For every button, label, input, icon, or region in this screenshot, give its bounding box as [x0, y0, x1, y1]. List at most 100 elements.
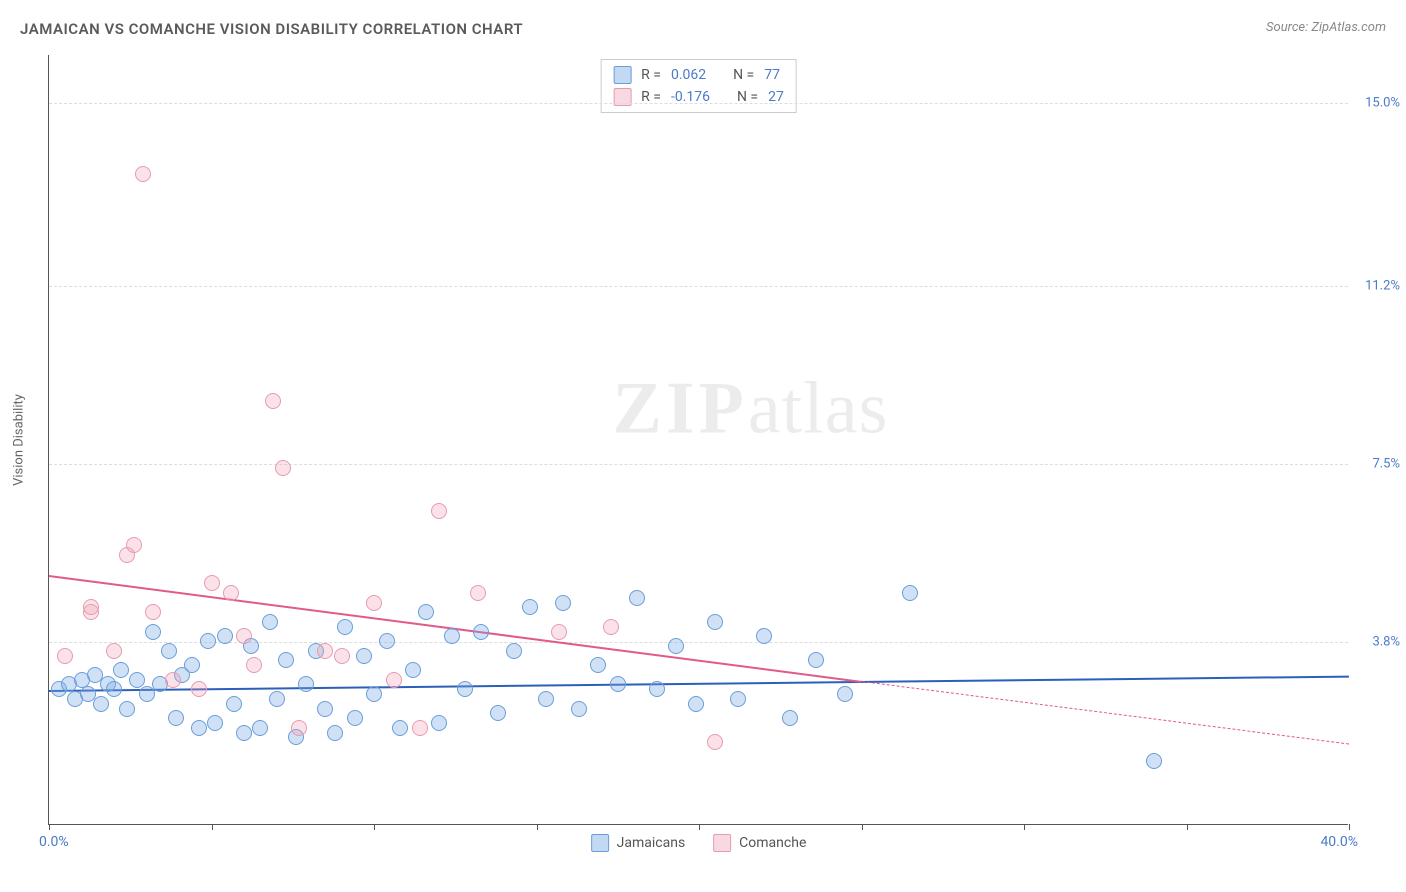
- data-point-jamaicans: [590, 657, 606, 673]
- y-tick-label: 3.8%: [1372, 635, 1400, 650]
- data-point-jamaicans: [145, 624, 161, 640]
- data-point-jamaicans: [226, 696, 242, 712]
- data-point-jamaicans: [418, 604, 434, 620]
- x-tick: [699, 824, 700, 830]
- data-point-comanche: [412, 720, 428, 736]
- data-point-jamaicans: [405, 662, 421, 678]
- data-point-jamaicans: [191, 720, 207, 736]
- data-point-comanche: [431, 503, 447, 519]
- data-point-jamaicans: [184, 657, 200, 673]
- data-point-comanche: [386, 672, 402, 688]
- trend-line: [49, 676, 1349, 692]
- data-point-jamaicans: [629, 590, 645, 606]
- x-tick: [537, 824, 538, 830]
- chart-title: JAMAICAN VS COMANCHE VISION DISABILITY C…: [20, 20, 523, 38]
- data-point-jamaicans: [129, 672, 145, 688]
- data-point-comanche: [246, 657, 262, 673]
- data-point-comanche: [126, 537, 142, 553]
- data-point-jamaicans: [337, 619, 353, 635]
- data-point-comanche: [165, 672, 181, 688]
- data-point-jamaicans: [555, 595, 571, 611]
- data-point-comanche: [145, 604, 161, 620]
- legend-row-comanche: R = -0.176 N = 27: [613, 86, 784, 108]
- data-point-jamaicans: [571, 701, 587, 717]
- data-point-comanche: [334, 648, 350, 664]
- x-axis-min-label: 0.0%: [39, 834, 69, 850]
- data-point-comanche: [603, 619, 619, 635]
- data-point-jamaicans: [473, 624, 489, 640]
- data-point-jamaicans: [207, 715, 223, 731]
- data-point-comanche: [106, 643, 122, 659]
- data-point-jamaicans: [252, 720, 268, 736]
- data-point-jamaicans: [269, 691, 285, 707]
- data-point-jamaicans: [506, 643, 522, 659]
- data-point-jamaicans: [93, 696, 109, 712]
- gridline: [49, 286, 1348, 287]
- trend-line-extrapolated: [861, 681, 1349, 745]
- data-point-jamaicans: [317, 701, 333, 717]
- data-point-jamaicans: [119, 701, 135, 717]
- data-point-jamaicans: [431, 715, 447, 731]
- data-point-jamaicans: [707, 614, 723, 630]
- data-point-jamaicans: [730, 691, 746, 707]
- data-point-jamaicans: [161, 643, 177, 659]
- data-point-comanche: [707, 734, 723, 750]
- watermark-atlas: atlas: [748, 367, 889, 449]
- legend-item-jamaicans: Jamaicans: [591, 834, 686, 852]
- data-point-comanche: [275, 460, 291, 476]
- gridline: [49, 464, 1348, 465]
- source-name: ZipAtlas.com: [1311, 20, 1386, 35]
- data-point-jamaicans: [688, 696, 704, 712]
- data-point-jamaicans: [668, 638, 684, 654]
- data-point-jamaicans: [756, 628, 772, 644]
- data-point-jamaicans: [444, 628, 460, 644]
- x-tick: [49, 824, 50, 830]
- y-tick-label: 11.2%: [1365, 279, 1400, 294]
- data-point-jamaicans: [457, 681, 473, 697]
- data-point-jamaicans: [298, 676, 314, 692]
- data-point-comanche: [291, 720, 307, 736]
- data-point-jamaicans: [200, 633, 216, 649]
- x-tick: [212, 824, 213, 830]
- y-tick-label: 7.5%: [1372, 457, 1400, 472]
- y-tick-label: 15.0%: [1365, 96, 1400, 111]
- data-point-comanche: [57, 648, 73, 664]
- gridline: [49, 103, 1348, 104]
- x-tick: [1187, 824, 1188, 830]
- data-point-comanche: [223, 585, 239, 601]
- data-point-jamaicans: [837, 686, 853, 702]
- data-point-jamaicans: [379, 633, 395, 649]
- data-point-jamaicans: [347, 710, 363, 726]
- x-axis-max-label: 40.0%: [1320, 834, 1358, 850]
- watermark: ZIPatlas: [612, 366, 888, 451]
- n-value-jamaicans: 77: [764, 67, 780, 83]
- data-point-jamaicans: [538, 691, 554, 707]
- legend-label-jamaicans: Jamaicans: [617, 835, 686, 851]
- data-point-jamaicans: [1146, 753, 1162, 769]
- x-tick: [862, 824, 863, 830]
- data-point-jamaicans: [610, 676, 626, 692]
- data-point-comanche: [135, 166, 151, 182]
- watermark-zip: ZIP: [612, 367, 747, 449]
- r-value-jamaicans: 0.062: [671, 67, 706, 83]
- data-point-jamaicans: [902, 585, 918, 601]
- data-point-jamaicans: [236, 725, 252, 741]
- legend-item-comanche: Comanche: [713, 834, 806, 852]
- data-point-jamaicans: [217, 628, 233, 644]
- x-tick: [374, 824, 375, 830]
- data-point-jamaicans: [262, 614, 278, 630]
- data-point-comanche: [191, 681, 207, 697]
- data-point-jamaicans: [113, 662, 129, 678]
- source-prefix: Source:: [1266, 20, 1311, 35]
- legend-label-comanche: Comanche: [739, 835, 806, 851]
- data-point-jamaicans: [356, 648, 372, 664]
- data-point-jamaicans: [490, 705, 506, 721]
- data-point-jamaicans: [392, 720, 408, 736]
- data-point-comanche: [317, 643, 333, 659]
- data-point-comanche: [265, 393, 281, 409]
- y-axis-label: Vision Disability: [12, 394, 27, 486]
- data-point-comanche: [551, 624, 567, 640]
- data-point-comanche: [366, 595, 382, 611]
- swatch-jamaicans: [613, 66, 631, 84]
- data-point-jamaicans: [649, 681, 665, 697]
